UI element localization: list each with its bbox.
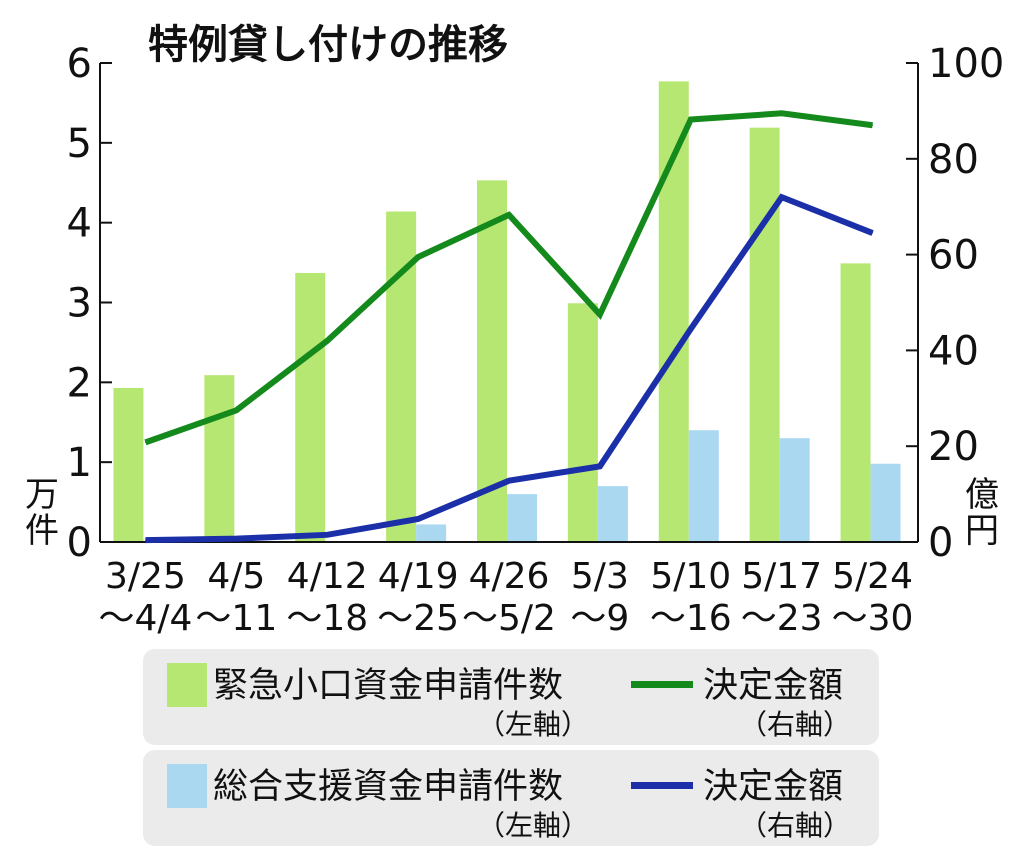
- legend-panel-1: 緊急小口資金申請件数 （左軸） 決定金額 （右軸）: [143, 649, 879, 745]
- right-tick-label-4: 80: [928, 137, 979, 183]
- legend-swatch-general: [167, 764, 207, 808]
- bar-emergency-2: [295, 272, 326, 542]
- bar-emergency-1: [204, 375, 235, 542]
- legend-line-green: [631, 681, 693, 688]
- left-tick-label-6: 6: [67, 41, 92, 87]
- category-label-3-1: ～25: [377, 598, 459, 639]
- legend-panel-2: 総合支援資金申請件数 （左軸） 決定金額 （右軸）: [143, 750, 879, 846]
- bar-general-4: [507, 494, 537, 542]
- axes-group: [99, 62, 919, 543]
- point-blue-7: [781, 196, 783, 198]
- left-unit-label-0: 万: [25, 475, 59, 515]
- category-label-8-0: 5/24: [832, 556, 913, 597]
- bar-general-7: [779, 438, 810, 542]
- point-green-0: [144, 441, 146, 443]
- legend-swatch-emergency: [167, 663, 207, 707]
- point-blue-0: [144, 539, 146, 541]
- category-label-2-0: 4/12: [287, 556, 368, 597]
- category-label-4-1: ～5/2: [462, 598, 556, 639]
- bar-emergency-7: [749, 127, 780, 542]
- category-label-2-1: ～18: [286, 598, 368, 639]
- legend-axis-green-amount: （右軸）: [739, 708, 852, 741]
- right-tick-label-3: 60: [928, 233, 979, 279]
- category-label-3-0: 4/19: [378, 556, 459, 597]
- category-label-7-1: ～23: [741, 598, 823, 639]
- bar-emergency-8: [840, 263, 871, 542]
- legend-label-blue-amount: 決定金額: [703, 767, 844, 807]
- category-label-5-1: ～9: [570, 598, 629, 639]
- lines-group: [144, 110, 874, 544]
- point-blue-8: [872, 232, 874, 234]
- left-tick-label-4: 4: [67, 201, 92, 247]
- right-tick-label-1: 20: [928, 424, 979, 470]
- point-green-5: [599, 313, 601, 315]
- point-green-2: [326, 340, 328, 342]
- legend-label-general: 総合支援資金申請件数: [213, 767, 564, 807]
- point-green-7: [781, 112, 783, 114]
- right-tick-label-2: 40: [928, 328, 979, 374]
- left-tick-label-1: 1: [67, 440, 92, 486]
- category-label-1-0: 4/5: [207, 556, 265, 597]
- point-green-8: [872, 124, 874, 126]
- bars-group: [113, 81, 901, 543]
- chart: 特例貸し付けの推移 0123456020406080100万件億円3/25～4/…: [25, 22, 1004, 639]
- category-label-5-0: 5/3: [571, 556, 629, 597]
- bar-general-6: [688, 430, 719, 542]
- point-blue-3: [417, 518, 419, 520]
- left-tick-label-5: 5: [67, 121, 92, 167]
- left-tick-label-0: 0: [67, 520, 92, 566]
- category-label-8-1: ～30: [832, 598, 914, 639]
- legend-axis-general: （左軸）: [477, 809, 590, 842]
- right-tick-label-0: 0: [928, 520, 953, 566]
- point-green-6: [690, 119, 692, 121]
- point-blue-1: [235, 538, 237, 540]
- bar-general-5: [597, 486, 628, 542]
- bar-general-3: [416, 524, 447, 542]
- category-label-0-0: 3/25: [105, 556, 186, 597]
- legend-axis-emergency: （左軸）: [477, 708, 590, 741]
- point-blue-4: [508, 480, 510, 482]
- point-green-3: [417, 256, 419, 258]
- category-label-1-1: ～11: [195, 598, 277, 639]
- right-tick-label-5: 100: [928, 41, 1004, 87]
- bar-emergency-0: [113, 387, 144, 542]
- legend-label-green-amount: 決定金額: [703, 666, 844, 706]
- category-label-4-0: 4/26: [469, 556, 550, 597]
- right-unit-label-0: 億: [965, 475, 999, 515]
- legend-label-emergency: 緊急小口資金申請件数: [213, 666, 564, 706]
- left-tick-label-3: 3: [67, 281, 92, 327]
- bar-emergency-5: [567, 303, 598, 542]
- point-blue-2: [326, 534, 328, 536]
- chart-title: 特例貸し付けの推移: [148, 22, 508, 68]
- labels-group: 0123456020406080100万件億円3/25～4/44/5～114/1…: [25, 41, 1004, 639]
- category-label-6-1: ～16: [650, 598, 732, 639]
- legend-axis-blue-amount: （右軸）: [739, 809, 852, 842]
- legend-line-blue: [631, 782, 693, 789]
- point-green-4: [508, 214, 510, 216]
- point-green-1: [235, 409, 237, 411]
- point-blue-6: [690, 328, 692, 330]
- right-unit-label-1: 円: [965, 511, 999, 551]
- left-tick-label-2: 2: [67, 360, 92, 406]
- bar-general-8: [870, 463, 901, 542]
- category-label-6-0: 5/10: [650, 556, 731, 597]
- category-label-7-0: 5/17: [741, 556, 822, 597]
- left-unit-label-1: 件: [25, 511, 59, 551]
- point-blue-5: [599, 465, 601, 467]
- category-label-0-1: ～4/4: [98, 598, 192, 639]
